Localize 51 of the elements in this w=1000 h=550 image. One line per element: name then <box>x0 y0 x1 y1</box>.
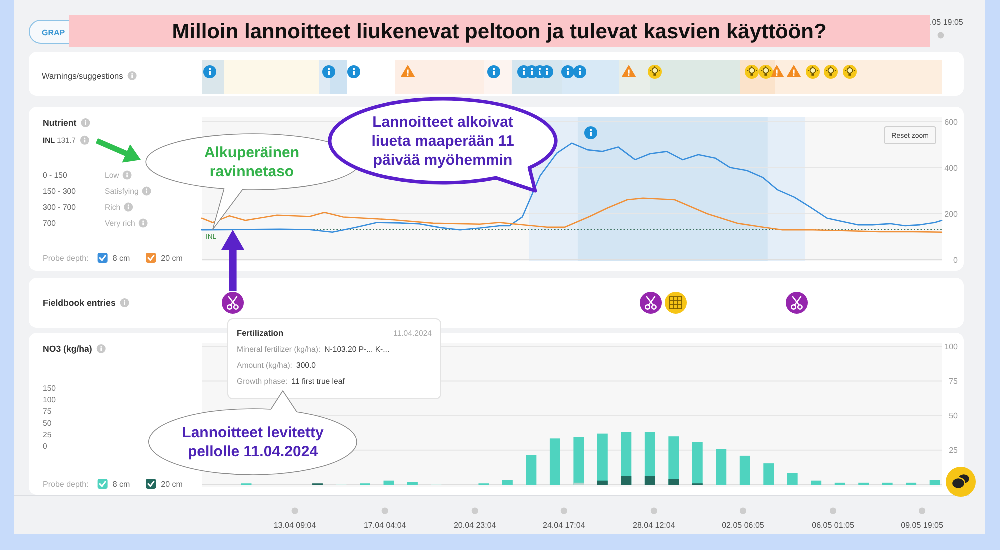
bar <box>716 449 727 485</box>
x-tick-label: 02.05 06:05 <box>722 521 765 530</box>
y-tick-label: 50 <box>949 412 959 421</box>
legend-label: 20 cm <box>161 254 184 263</box>
y-tick-label: 400 <box>944 164 959 173</box>
bar <box>502 480 513 485</box>
bar <box>787 473 798 485</box>
x-tick-label: 06.05 01:05 <box>812 521 855 530</box>
legend-label: 20 cm <box>161 480 184 489</box>
text: Milloin lannoitteet liukenevat peltoon ja tulevat kasvien käyttöön? <box>172 20 827 44</box>
y-tick-label: 100 <box>944 342 959 352</box>
bar <box>574 437 584 485</box>
bar <box>621 476 632 485</box>
bar <box>668 479 680 485</box>
bar <box>811 480 822 485</box>
x-tick-label: 24.04 17:04 <box>543 521 586 530</box>
bar <box>384 480 394 485</box>
bar <box>644 476 656 485</box>
legend-label: 8 cm <box>112 254 130 263</box>
bar <box>526 455 537 485</box>
text: Fertilization <box>237 328 284 338</box>
bar <box>550 438 560 485</box>
text: .05 19:05 <box>930 18 964 27</box>
x-tick-label: 09.05 19:05 <box>901 521 944 530</box>
y-tick-label: 75 <box>949 377 959 386</box>
bar <box>930 480 940 485</box>
x-tick-label: 20.04 23:04 <box>454 521 497 530</box>
y-tick-label: 600 <box>944 118 959 127</box>
x-tick-label: 28.04 12:04 <box>633 521 676 530</box>
annotation: Alkuperäinen ravinnetaso <box>204 144 300 180</box>
bar <box>408 482 418 485</box>
bar <box>764 464 774 485</box>
y-tick-label: 0 <box>954 256 959 265</box>
y-axis-title: NO3 (kg/ha) <box>43 344 92 354</box>
line-series <box>201 198 943 234</box>
button: GRAP <box>29 20 70 44</box>
annotation: Lannoitteet alkoivat liueta maaperään 11 päivää myöhemmin <box>372 114 514 169</box>
legend-title: Probe depth: <box>43 254 89 263</box>
bar <box>597 480 608 485</box>
text: Fieldbook entries <box>43 298 116 308</box>
bar <box>692 442 703 485</box>
text: Warnings/suggestions <box>42 71 124 81</box>
y-tick-label: 25 <box>949 446 959 456</box>
x-tick-label: 17.04 04:04 <box>364 521 407 530</box>
legend-label: 8 cm <box>112 480 130 489</box>
x-tick-label: 13.04 09:04 <box>274 521 317 530</box>
y-tick-label: 200 <box>944 210 959 219</box>
y-axis-title: Nutrient <box>43 118 77 128</box>
annotation: Lannoitteet levitetty pellolle 11.04.2024 <box>182 424 324 460</box>
bar <box>740 456 750 485</box>
legend-title: Probe depth: <box>43 480 89 489</box>
